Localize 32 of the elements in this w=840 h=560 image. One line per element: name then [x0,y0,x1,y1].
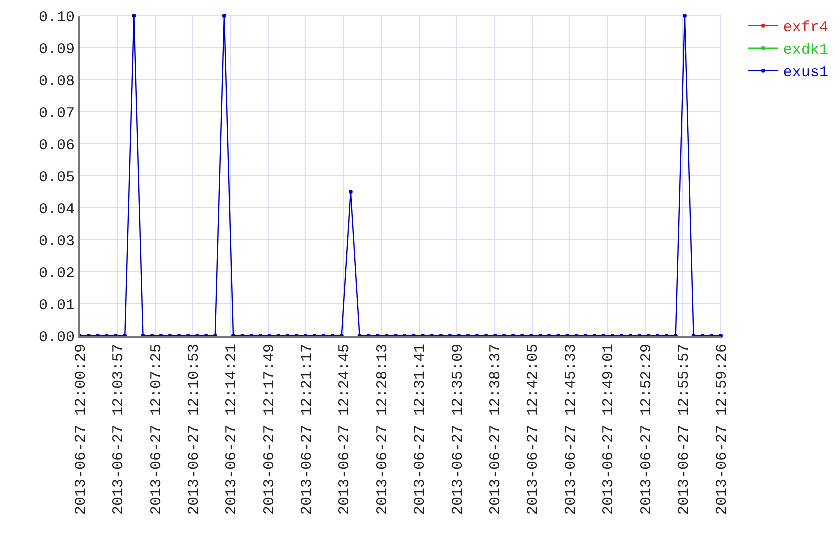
x-tick-label: 2013-06-27 12:59:26 [714,344,731,516]
x-tick-label: 2013-06-27 12:42:05 [525,344,542,516]
x-tick-label: 2013-06-27 12:49:01 [600,344,618,516]
x-tick-label: 2013-06-27 12:24:45 [336,344,354,516]
x-tick-label: 2013-06-27 12:10:53 [186,344,203,516]
x-tick-label: 2013-06-27 12:52:29 [638,344,656,516]
x-tick-label: 2013-06-27 12:07:25 [148,344,166,516]
x-tick-label: 2013-06-27 12:00:29 [72,344,90,516]
x-tick-label: 2013-06-27 12:55:57 [676,344,693,516]
x-tick-label: 2013-06-27 12:35:09 [450,344,467,516]
x-tick-label: 2013-06-27 12:21:17 [299,344,316,516]
legend-label: exfr4 [783,20,828,37]
x-tick-label: 2013-06-27 12:17:49 [261,344,278,516]
x-tick-label: 2013-06-27 12:28:13 [374,344,392,516]
y-tick-label: 0.09 [38,41,75,58]
x-tick-label: 2013-06-27 12:14:21 [224,344,241,516]
y-tick-label: 0.04 [38,201,75,218]
x-tick-label: 2013-06-27 12:38:37 [488,344,505,516]
y-tick-label: 0.07 [38,105,75,122]
x-tick-label: 2013-06-27 12:31:41 [412,344,430,516]
y-tick-label: 0.03 [38,233,75,250]
y-tick-label: 0.00 [38,329,75,346]
y-tick-label: 0.01 [38,297,75,314]
y-tick-label: 0.08 [38,73,75,90]
legend-label: exdk1 [783,42,828,60]
y-tick-label: 0.06 [38,137,75,154]
x-tick-label: 2013-06-27 12:03:57 [110,344,128,516]
legend-label: exus1 [783,64,828,82]
y-tick-label: 0.10 [38,9,75,26]
y-tick-label: 0.05 [38,169,75,186]
y-tick-label: 0.02 [38,265,75,282]
x-tick-label: 2013-06-27 12:45:33 [562,344,580,516]
